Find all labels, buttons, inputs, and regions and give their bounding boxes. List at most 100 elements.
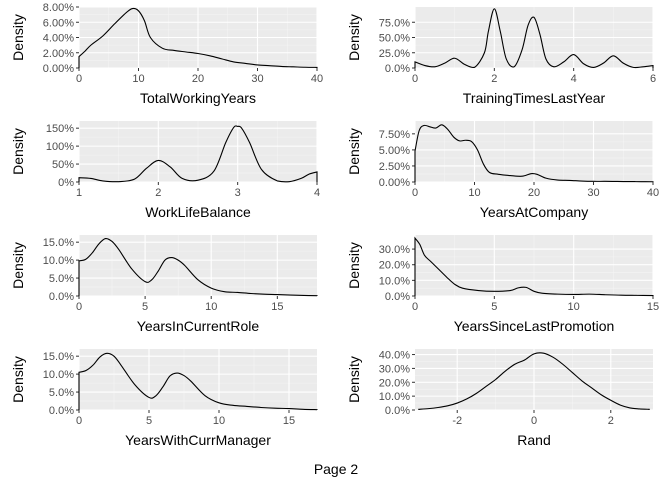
x-tick-label: 5	[142, 301, 148, 313]
x-axis-title: YearsWithCurrManager	[125, 432, 271, 448]
y-tick-label: 0.0%	[385, 405, 410, 417]
y-tick-label: 150%	[46, 123, 74, 135]
y-tick-label: 15.0%	[43, 351, 74, 363]
y-tick-label: 0.0%	[385, 63, 410, 75]
x-axis-title: TotalWorkingYears	[140, 90, 256, 106]
y-axis-title: Density	[346, 128, 362, 175]
x-axis-title: YearsInCurrentRole	[137, 318, 260, 334]
x-tick-label: 30	[251, 73, 263, 85]
x-tick-label: 10	[132, 73, 144, 85]
x-tick-label: 15	[283, 415, 295, 427]
x-tick-label: -2	[452, 415, 462, 427]
x-tick-label: 40	[647, 187, 659, 199]
x-tick-label: 40	[311, 73, 323, 85]
x-axis-title: YearsAtCompany	[480, 204, 588, 220]
y-tick-label: 0.00%	[43, 63, 74, 75]
x-tick-label: 15	[271, 301, 283, 313]
density-panel: 1 2 3 4 0% 50% 100% 150% WorkLifeBalance Density	[10, 121, 320, 220]
y-tick-label: 75.0%	[379, 17, 410, 29]
x-tick-label: 10	[568, 301, 580, 313]
x-tick-label: 1	[76, 187, 82, 199]
y-tick-label: 7.50%	[379, 129, 410, 141]
y-tick-label: 0.00%	[379, 177, 410, 189]
y-tick-label: 50%	[52, 159, 74, 171]
density-curve	[78, 125, 318, 183]
y-tick-label: 5.0%	[49, 273, 74, 285]
y-tick-label: 2.00%	[43, 48, 74, 60]
y-tick-label: 8.00%	[43, 2, 74, 14]
density-panel: 0 10 20 30 40 0.00% 2.50% 5.00% 7.50% YearsAtComp…	[346, 121, 659, 220]
y-tick-label: 15.0%	[43, 237, 74, 249]
y-tick-label: 0.0%	[49, 291, 74, 303]
y-tick-label: 10.0%	[379, 391, 410, 403]
y-tick-label: 20.0%	[379, 377, 410, 389]
x-tick-label: 0	[76, 301, 82, 313]
y-tick-label: 10.0%	[379, 275, 410, 287]
x-tick-label: 4	[314, 187, 320, 199]
y-axis-title: Density	[10, 242, 26, 289]
y-tick-label: 100%	[46, 141, 74, 153]
y-tick-label: 30.0%	[379, 363, 410, 375]
density-panel: 0 5 10 15 0.0% 5.0% 10.0% 15.0% YearsInCurrentRo…	[10, 235, 318, 334]
x-axis-title: WorkLifeBalance	[145, 204, 251, 220]
y-axis-title: Density	[346, 14, 362, 61]
density-curve	[414, 236, 654, 297]
y-tick-label: 4.00%	[43, 33, 74, 45]
x-tick-label: 30	[587, 187, 599, 199]
y-tick-label: 0%	[58, 177, 74, 189]
x-tick-label: 2	[491, 73, 497, 85]
x-tick-label: 20	[192, 73, 204, 85]
x-tick-label: 0	[412, 73, 418, 85]
x-tick-label: 20	[528, 187, 540, 199]
y-tick-label: 5.0%	[49, 387, 74, 399]
density-panel: 0 5 10 15 0.0% 5.0% 10.0% 15.0% YearsWithCurrMan…	[10, 349, 318, 448]
density-curve	[78, 7, 318, 68]
y-axis-title: Density	[346, 242, 362, 289]
y-tick-label: 40.0%	[379, 350, 410, 362]
y-tick-label: 0.0%	[49, 405, 74, 417]
density-curve	[78, 237, 318, 297]
x-tick-label: 3	[235, 187, 241, 199]
x-tick-label: 5	[491, 301, 497, 313]
x-tick-label: 10	[205, 301, 217, 313]
density-panel: 0 2 4 6 0.0% 25.0% 50.0% 75.0% TrainingTimesLast…	[346, 7, 656, 106]
y-axis-title: Density	[346, 356, 362, 403]
x-tick-label: 5	[146, 415, 152, 427]
y-tick-label: 5.00%	[379, 145, 410, 157]
x-tick-label: 0	[412, 187, 418, 199]
y-tick-label: 30.0%	[379, 244, 410, 256]
density-panel: 0 10 20 30 40 0.00% 2.00% 4.00% 6.00% 8.00% TotalW…	[10, 2, 323, 106]
y-tick-label: 10.0%	[43, 369, 74, 381]
panel-background	[79, 349, 317, 410]
y-tick-label: 6.00%	[43, 17, 74, 29]
y-tick-label: 20.0%	[379, 260, 410, 272]
x-tick-label: 0	[412, 301, 418, 313]
y-tick-label: 10.0%	[43, 255, 74, 267]
density-curve	[418, 352, 650, 410]
x-tick-label: 6	[650, 73, 656, 85]
x-tick-label: 10	[468, 187, 480, 199]
density-curve	[414, 124, 654, 183]
page-label: Page 2	[314, 461, 359, 477]
x-tick-label: 0	[76, 73, 82, 85]
density-panel: 0 5 10 15 0.0% 10.0% 20.0% 30.0% YearsSinceLastP…	[346, 235, 659, 334]
x-tick-label: 15	[647, 301, 659, 313]
x-axis-title: YearsSinceLastPromotion	[454, 318, 615, 334]
x-axis-title: TrainingTimesLastYear	[463, 90, 606, 106]
y-tick-label: 25.0%	[379, 48, 410, 60]
y-axis-title: Density	[10, 356, 26, 403]
x-tick-label: 2	[608, 415, 614, 427]
x-axis-title: Rand	[517, 432, 550, 448]
y-tick-label: 50.0%	[379, 33, 410, 45]
x-tick-label: 10	[213, 415, 225, 427]
x-tick-label: 0	[531, 415, 537, 427]
y-tick-label: 0.0%	[385, 291, 410, 303]
x-tick-label: 2	[155, 187, 161, 199]
density-curve	[414, 8, 654, 69]
x-tick-label: 0	[76, 415, 82, 427]
x-tick-label: 4	[571, 73, 577, 85]
y-axis-title: Density	[10, 128, 26, 175]
y-axis-title: Density	[10, 14, 26, 61]
